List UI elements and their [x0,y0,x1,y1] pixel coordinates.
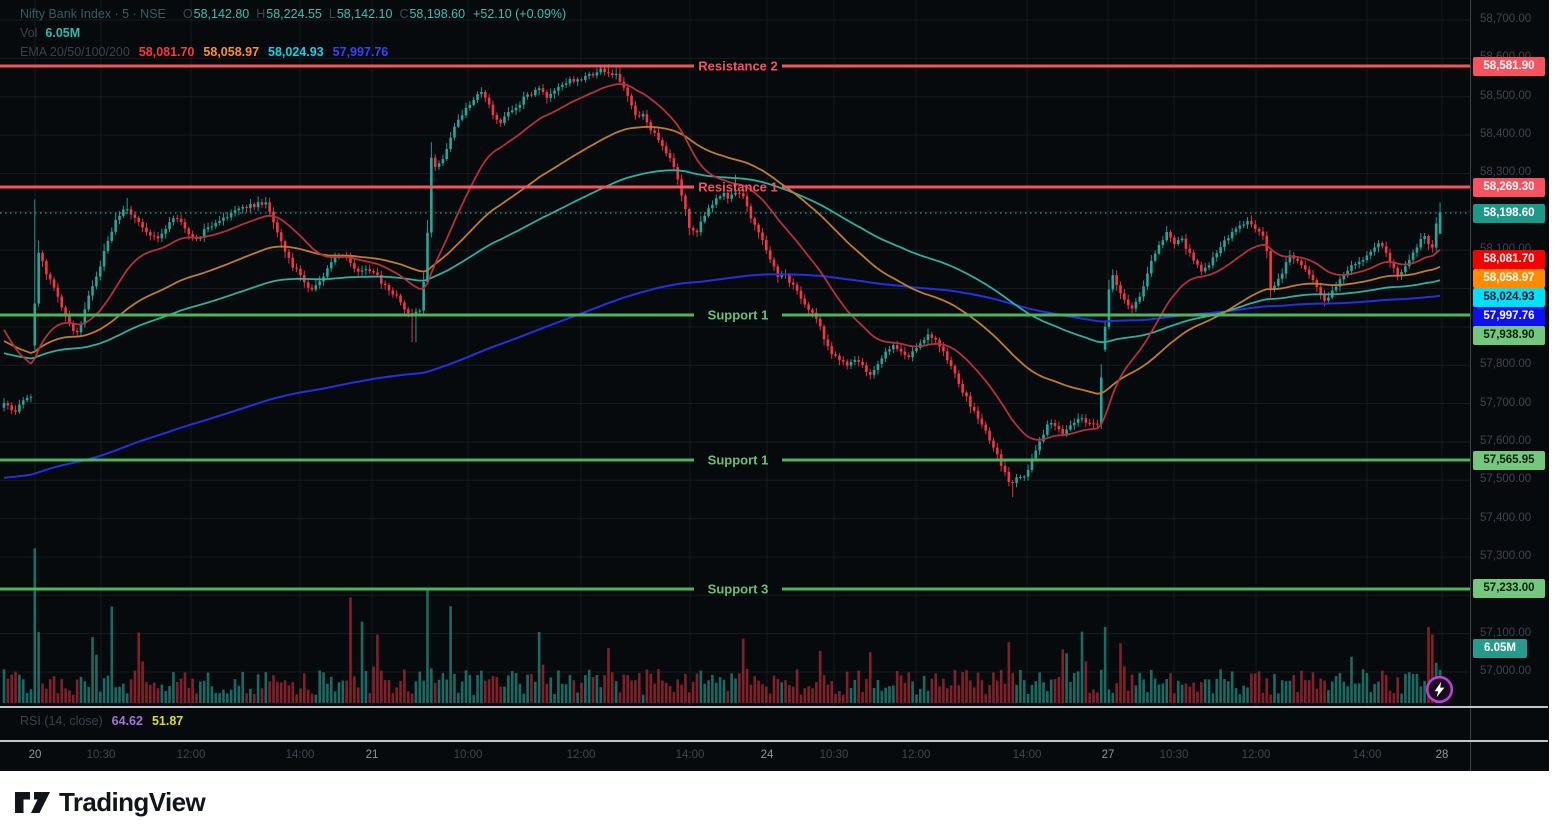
time-axis-label: 12:00 [1241,749,1271,761]
price-axis-label: 57,400.00 [1480,511,1532,524]
ema-indicator-label[interactable]: EMA 20/50/100/200 [20,45,130,59]
ema-legend-value: 58,024.93 [268,45,324,59]
ema-legend-value: 57,997.76 [332,45,389,59]
ohlc-key: O [182,7,193,21]
ohlc-values: O58,142.80 H58,224.55 L58,142.10 C58,198.60 [176,7,465,21]
price-axis-label: 57,700.00 [1480,396,1532,409]
symbol-title[interactable]: Nifty Bank Index · 5 · NSE [20,7,166,21]
pane-separator[interactable] [0,706,1548,708]
volume-bars [2,548,1442,703]
price-axis-tag: 6.05M [1473,638,1527,658]
ema50-line [3,125,1441,395]
ohlc-key: C [399,7,409,21]
price-axis-tag: 58,198.60 [1473,203,1545,223]
candles [2,64,1442,498]
ema-lines [3,83,1441,479]
rsi-legend-value: 64.62 [111,714,143,728]
price-axis-tag: 58,269.30 [1473,177,1545,197]
time-axis-label: 12:00 [176,749,206,761]
axis-separator[interactable] [0,740,1548,742]
volume-value: 6.05M [45,26,81,40]
time-axis-label: 10:30 [819,749,849,761]
legend-row-volume: Vol 6.05M [20,24,566,43]
tradingview-logo[interactable]: TradingView [14,787,206,818]
time-axis-day-label: 28 [1435,749,1449,761]
chart-legend: Nifty Bank Index · 5 · NSE O58,142.80 H58,… [20,5,566,62]
time-axis-label: 12:00 [566,749,596,761]
price-axis[interactable]: 57,000.0057,100.0057,200.0057,300.0057,4… [1470,0,1549,771]
time-axis-label: 10:30 [1159,749,1189,761]
ohlc-value: 58,198.60 [409,7,466,21]
ohlc-value: 58,142.10 [336,7,393,21]
boost-button[interactable] [1425,675,1454,704]
time-axis-label: 10:30 [86,749,116,761]
price-axis-tag: 57,233.00 [1473,578,1545,598]
support-label[interactable]: Support 1 [707,307,769,323]
time-axis-day-label: 27 [1101,749,1115,761]
price-axis-label: 57,100.00 [1480,626,1532,639]
ohlc-value: 58,142.80 [193,7,250,21]
bottom-bar: TradingView [0,771,1559,838]
support-label[interactable]: Support 3 [707,581,769,597]
price-axis-label: 57,800.00 [1480,358,1532,371]
time-axis-label: 14:00 [675,749,705,761]
rsi-legend: RSI (14, close) 64.62 51.87 [20,714,183,728]
time-axis-label: 12:00 [901,749,931,761]
rsi-legend-value: 51.87 [151,714,184,728]
time-axis-day-label: 24 [760,749,774,761]
time-axis[interactable]: 20 10:30 12:00 14:00 21 10:00 12:00 14:00 24 10:3… [0,741,1548,771]
price-axis-label: 58,700.00 [1480,13,1532,26]
price-axis-tag: 58,058.97 [1473,268,1545,288]
ema200-line [3,273,1441,479]
ohlc-key: L [328,7,336,21]
price-axis-tag: 58,024.93 [1473,287,1545,307]
price-axis-label: 57,300.00 [1480,549,1532,562]
price-axis-tag: 57,997.76 [1473,306,1545,326]
change-value: +52.10 (+0.09%) [473,7,567,21]
time-axis-label: 14:00 [285,749,315,761]
price-axis-label: 58,400.00 [1480,128,1532,141]
price-axis-tag: 58,081.70 [1473,249,1545,269]
tradingview-mark-icon [15,792,50,813]
legend-row-symbol: Nifty Bank Index · 5 · NSE O58,142.80 H58,… [20,5,566,24]
price-axis-label: 57,600.00 [1480,434,1532,447]
time-axis-label: 14:00 [1012,749,1042,761]
price-axis-tag: 58,581.90 [1473,56,1545,76]
rsi-values: 64.62 51.87 [103,714,184,728]
ema20-line [3,83,1441,441]
volume-label[interactable]: Vol [20,26,38,40]
ohlc-value: 58,224.55 [266,7,322,21]
price-axis-label: 57,500.00 [1480,473,1532,486]
rsi-pane[interactable]: RSI (14, close) 64.62 51.87 [0,707,1548,740]
legend-row-ema: EMA 20/50/100/200 58,081.70 58,058.97 58,02… [20,43,566,62]
ema100-line [3,169,1441,360]
time-axis-label: 10:00 [453,749,483,761]
price-axis-tag: 57,938.90 [1473,325,1545,345]
price-axis-label: 57,000.00 [1480,665,1532,677]
time-axis-label: 14:00 [1352,749,1382,761]
ema-legend-value: 58,081.70 [138,45,195,59]
rsi-indicator-label[interactable]: RSI (14, close) [20,714,103,728]
ema-legend-value: 58,058.97 [203,45,260,59]
time-axis-day-label: 21 [365,749,379,761]
grid-lines [0,0,1470,706]
ohlc-key: H [256,7,266,21]
lightning-icon [1425,675,1454,704]
support-resistance-lines [0,64,1470,591]
tradingview-logo-text: TradingView [59,787,206,817]
support-label[interactable]: Support 1 [707,452,769,468]
price-axis-label: 58,300.00 [1480,166,1532,179]
time-axis-day-label: 20 [28,749,42,761]
chart-background [0,0,1548,771]
price-axis-label: 58,500.00 [1480,89,1532,102]
candlestick-canvas[interactable] [0,0,1470,706]
resistance-label[interactable]: Resistance 2 [698,58,778,74]
ema-values: 58,081.70 58,058.97 58,024.93 57,997.76 [130,45,388,59]
price-axis-tag: 57,565.95 [1473,450,1545,470]
resistance-label[interactable]: Resistance 1 [698,179,778,195]
chart-pane[interactable]: Nifty Bank Index · 5 · NSE O58,142.80 H58,… [0,0,1470,706]
